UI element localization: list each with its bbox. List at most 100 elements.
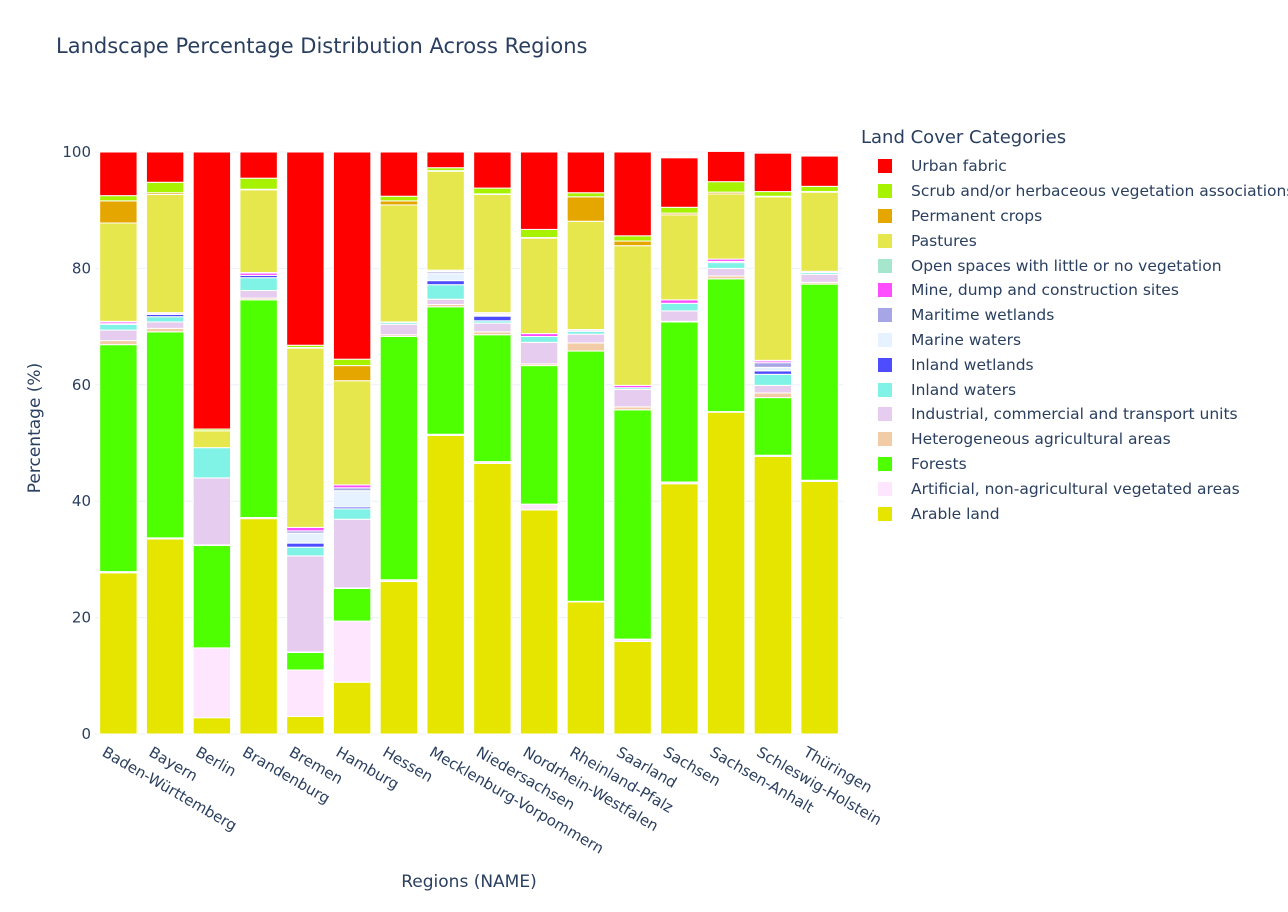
- bar-urban-fabric-bayern[interactable]: Bayern – Urban fabric: 5.2%: [145, 151, 185, 183]
- bar-scrub-and-or-herbaceous-vegetation-associations-baden-w-rttemberg[interactable]: Baden-Württemberg – Scrub and/or herbace…: [99, 195, 138, 202]
- bar-pastures-brandenburg[interactable]: Brandenburg – Pastures: 14.2%: [239, 189, 278, 273]
- bar-permanent-crops-hessen[interactable]: Hessen – Permanent crops: 0.7%: [379, 200, 419, 206]
- bar-forests-th-ringen[interactable]: Thüringen – Forests: 33.7%: [800, 283, 839, 481]
- bar-scrub-and-or-herbaceous-vegetation-associations-schleswig-holstein[interactable]: Schleswig-Holstein – Scrub and/or herbac…: [753, 191, 793, 197]
- bar-forests-mecklenburg-vorpommern[interactable]: Mecklenburg-Vorpommern – Forests: 21.9%: [426, 306, 465, 435]
- bar-pastures-rheinland-pfalz[interactable]: Rheinland-Pfalz – Pastures: 18.6%: [566, 220, 606, 331]
- legend-item-urban-fabric[interactable]: Urban fabric: [861, 154, 1288, 179]
- bar-pastures-schleswig-holstein[interactable]: Schleswig-Holstein – Pastures: 28.1%: [753, 196, 793, 361]
- bar-mine-dump-and-construction-sites-bremen[interactable]: Bremen – Mine, dump and construction sit…: [286, 526, 325, 532]
- bar-industrial-commercial-and-transport-units-baden-w-rttemberg[interactable]: Baden-Württemberg – Industrial, commerci…: [99, 329, 138, 342]
- bar-marine-waters-hamburg[interactable]: Hamburg – Marine waters: 2.8%: [332, 490, 372, 508]
- bar-mine-dump-and-construction-sites-sachsen[interactable]: Sachsen – Mine, dump and construction si…: [660, 299, 699, 304]
- bar-urban-fabric-mecklenburg-vorpommern[interactable]: Mecklenburg-Vorpommern – Urban fabric: 2…: [426, 151, 465, 169]
- bar-urban-fabric-hessen[interactable]: Hessen – Urban fabric: 7.6%: [379, 151, 419, 197]
- bar-industrial-commercial-and-transport-units-saarland[interactable]: Saarland – Industrial, commercial and tr…: [613, 388, 652, 408]
- bar-scrub-and-or-herbaceous-vegetation-associations-hamburg[interactable]: Hamburg – Scrub and/or herbaceous vegeta…: [332, 358, 372, 367]
- bar-arable-land-mecklenburg-vorpommern[interactable]: Mecklenburg-Vorpommern – Arable land: 51…: [426, 434, 465, 735]
- bar-arable-land-nordrhein-westfalen[interactable]: Nordrhein-Westfalen – Arable land: 38.5%: [519, 509, 559, 735]
- bar-pastures-mecklenburg-vorpommern[interactable]: Mecklenburg-Vorpommern – Pastures: 17%: [426, 170, 465, 271]
- bar-inland-waters-berlin[interactable]: Berlin – Inland waters: 5.2%: [192, 447, 232, 479]
- legend-item-arable-land[interactable]: Arable land: [861, 501, 1288, 526]
- bar-pastures-bayern[interactable]: Bayern – Pastures: 20.3%: [145, 193, 185, 314]
- bar-industrial-commercial-and-transport-units-bayern[interactable]: Bayern – Industrial, commercial and tran…: [145, 321, 185, 329]
- legend-item-forests[interactable]: Forests: [861, 452, 1288, 477]
- bar-inland-waters-brandenburg[interactable]: Brandenburg – Inland waters: 2.2%: [239, 277, 278, 292]
- bar-marine-waters-bremen[interactable]: Bremen – Marine waters: 1.7%: [286, 532, 325, 544]
- bar-urban-fabric-rheinland-pfalz[interactable]: Rheinland-Pfalz – Urban fabric: 7%: [566, 151, 606, 194]
- bar-industrial-commercial-and-transport-units-hamburg[interactable]: Hamburg – Industrial, commercial and tra…: [332, 518, 372, 589]
- bar-urban-fabric-schleswig-holstein[interactable]: Schleswig-Holstein – Urban fabric: 6.6%: [753, 152, 793, 193]
- bar-inland-wetlands-mecklenburg-vorpommern[interactable]: Mecklenburg-Vorpommern – Inland wetlands…: [426, 280, 465, 286]
- bar-scrub-and-or-herbaceous-vegetation-associations-th-ringen[interactable]: Thüringen – Scrub and/or herbaceous vege…: [800, 185, 839, 193]
- bar-artificial-non-agricultural-vegetated-areas-hamburg[interactable]: Hamburg – Artificial, non-agricultural v…: [332, 620, 372, 683]
- bar-urban-fabric-berlin[interactable]: Berlin – Urban fabric: 47.6%: [192, 151, 232, 430]
- bar-industrial-commercial-and-transport-units-berlin[interactable]: Berlin – Industrial, commercial and tran…: [192, 477, 232, 546]
- bar-forests-hessen[interactable]: Hessen – Forests: 41.8%: [379, 335, 419, 581]
- bar-urban-fabric-nordrhein-westfalen[interactable]: Nordrhein-Westfalen – Urban fabric: 13.3…: [519, 151, 559, 230]
- bar-arable-land-hessen[interactable]: Hessen – Arable land: 26.2%: [379, 581, 419, 735]
- bar-urban-fabric-niedersachsen[interactable]: Niedersachsen – Urban fabric: 6.2%: [473, 151, 512, 189]
- bar-scrub-and-or-herbaceous-vegetation-associations-sachsen-anhalt[interactable]: Sachsen-Anhalt – Scrub and/or herbaceous…: [706, 181, 746, 193]
- bar-forests-brandenburg[interactable]: Brandenburg – Forests: 37.4%: [239, 299, 278, 518]
- bar-arable-land-berlin[interactable]: Berlin – Arable land: 2.8%: [192, 717, 232, 735]
- bar-permanent-crops-rheinland-pfalz[interactable]: Rheinland-Pfalz – Permanent crops: 4.2%: [566, 196, 606, 222]
- bar-pastures-hamburg[interactable]: Hamburg – Pastures: 17.9%: [332, 380, 372, 486]
- bar-inland-wetlands-bremen[interactable]: Bremen – Inland wetlands: 0.7%: [286, 542, 325, 548]
- legend-item-mine-dump-and-construction-sites[interactable]: Mine, dump and construction sites: [861, 278, 1288, 303]
- bar-heterogeneous-agricultural-areas-schleswig-holstein[interactable]: Schleswig-Holstein – Heterogeneous agric…: [753, 392, 793, 399]
- legend-item-scrub-and-or-herbaceous-vegetation-associations[interactable]: Scrub and/or herbaceous vegetation assoc…: [861, 179, 1288, 204]
- bar-industrial-commercial-and-transport-units-sachsen-anhalt[interactable]: Sachsen-Anhalt – Industrial, commercial …: [706, 267, 746, 277]
- bar-inland-waters-hamburg[interactable]: Hamburg – Inland waters: 1.8%: [332, 508, 372, 520]
- bar-arable-land-schleswig-holstein[interactable]: Schleswig-Holstein – Arable land: 47.7%: [753, 455, 793, 735]
- bar-pastures-bremen[interactable]: Bremen – Pastures: 30.8%: [286, 347, 325, 528]
- bar-heterogeneous-agricultural-areas-bayern[interactable]: Bayern – Heterogeneous agricultural area…: [145, 327, 185, 333]
- bar-arable-land-sachsen-anhalt[interactable]: Sachsen-Anhalt – Arable land: 55.3%: [706, 411, 746, 735]
- bar-forests-berlin[interactable]: Berlin – Forests: 17.6%: [192, 544, 232, 649]
- bar-urban-fabric-saarland[interactable]: Saarland – Urban fabric: 14.4%: [613, 151, 652, 237]
- bar-pastures-niedersachsen[interactable]: Niedersachsen – Pastures: 20.3%: [473, 193, 512, 314]
- bar-inland-waters-bayern[interactable]: Bayern – Inland waters: 0.9%: [145, 316, 185, 323]
- bar-inland-waters-sachsen[interactable]: Sachsen – Inland waters: 1.3%: [660, 302, 699, 312]
- bar-heterogeneous-agricultural-areas-rheinland-pfalz[interactable]: Rheinland-Pfalz – Heterogeneous agricult…: [566, 342, 606, 352]
- bar-pastures-sachsen-anhalt[interactable]: Sachsen-Anhalt – Pastures: 11.2%: [706, 193, 746, 260]
- bar-pastures-th-ringen[interactable]: Thüringen – Pastures: 13.6%: [800, 191, 839, 272]
- bar-urban-fabric-bremen[interactable]: Bremen – Urban fabric: 33.2%: [286, 151, 325, 346]
- bar-industrial-commercial-and-transport-units-rheinland-pfalz[interactable]: Rheinland-Pfalz – Industrial, commercial…: [566, 333, 606, 344]
- bar-industrial-commercial-and-transport-units-th-ringen[interactable]: Thüringen – Industrial, commercial and t…: [800, 273, 839, 283]
- legend-item-artificial-non-agricultural-vegetated-areas[interactable]: Artificial, non-agricultural vegetated a…: [861, 476, 1288, 501]
- bar-urban-fabric-hamburg[interactable]: Hamburg – Urban fabric: 35.6%: [332, 151, 372, 360]
- bar-industrial-commercial-and-transport-units-schleswig-holstein[interactable]: Schleswig-Holstein – Industrial, commerc…: [753, 384, 793, 394]
- legend-item-permanent-crops[interactable]: Permanent crops: [861, 204, 1288, 229]
- bar-industrial-commercial-and-transport-units-bremen[interactable]: Bremen – Industrial, commercial and tran…: [286, 555, 325, 653]
- bar-forests-bayern[interactable]: Bayern – Forests: 35.4%: [145, 331, 185, 539]
- bar-inland-waters-sachsen-anhalt[interactable]: Sachsen-Anhalt – Inland waters: 1%: [706, 262, 746, 269]
- bar-pastures-berlin[interactable]: Berlin – Pastures: 2.9%: [192, 430, 232, 449]
- bar-pastures-sachsen[interactable]: Sachsen – Pastures: 14.6%: [660, 214, 699, 301]
- bar-industrial-commercial-and-transport-units-niedersachsen[interactable]: Niedersachsen – Industrial, commercial a…: [473, 322, 512, 333]
- bar-urban-fabric-th-ringen[interactable]: Thüringen – Urban fabric: 5.2%: [800, 155, 839, 187]
- bar-arable-land-niedersachsen[interactable]: Niedersachsen – Arable land: 46.5%: [473, 462, 512, 735]
- bar-forests-sachsen[interactable]: Sachsen – Forests: 27.5%: [660, 321, 699, 483]
- bar-arable-land-bayern[interactable]: Bayern – Arable land: 33.5%: [145, 538, 185, 735]
- bar-pastures-nordrhein-westfalen[interactable]: Nordrhein-Westfalen – Pastures: 16.4%: [519, 237, 559, 335]
- bar-artificial-non-agricultural-vegetated-areas-berlin[interactable]: Berlin – Artificial, non-agricultural ve…: [192, 647, 232, 719]
- bar-industrial-commercial-and-transport-units-mecklenburg-vorpommern[interactable]: Mecklenburg-Vorpommern – Industrial, com…: [426, 298, 465, 305]
- bar-scrub-and-or-herbaceous-vegetation-associations-nordrhein-westfalen[interactable]: Nordrhein-Westfalen – Scrub and/or herba…: [519, 228, 559, 239]
- bar-permanent-crops-baden-w-rttemberg[interactable]: Baden-Württemberg – Permanent crops: 3.8…: [99, 200, 138, 224]
- bar-marine-waters-schleswig-holstein[interactable]: Schleswig-Holstein – Marine waters: 0.6%: [753, 366, 793, 372]
- bar-pastures-saarland[interactable]: Saarland – Pastures: 24%: [613, 245, 652, 386]
- bar-artificial-non-agricultural-vegetated-areas-bremen[interactable]: Bremen – Artificial, non-agricultural ve…: [286, 669, 325, 718]
- bar-scrub-and-or-herbaceous-vegetation-associations-saarland[interactable]: Saarland – Scrub and/or herbaceous veget…: [613, 235, 652, 242]
- legend-item-industrial-commercial-and-transport-units[interactable]: Industrial, commercial and transport uni…: [861, 402, 1288, 427]
- bar-forests-rheinland-pfalz[interactable]: Rheinland-Pfalz – Forests: 43%: [566, 350, 606, 602]
- bar-urban-fabric-baden-w-rttemberg[interactable]: Baden-Württemberg – Urban fabric: 7.5%: [99, 151, 138, 197]
- bar-arable-land-saarland[interactable]: Saarland – Arable land: 15.9%: [613, 640, 652, 735]
- bar-permanent-crops-saarland[interactable]: Saarland – Permanent crops: 0.8%: [613, 240, 652, 247]
- bar-permanent-crops-hamburg[interactable]: Hamburg – Permanent crops: 2.6%: [332, 365, 372, 382]
- bar-inland-waters-mecklenburg-vorpommern[interactable]: Mecklenburg-Vorpommern – Inland waters: …: [426, 284, 465, 300]
- bar-forests-niedersachsen[interactable]: Niedersachsen – Forests: 21.8%: [473, 334, 512, 463]
- bar-inland-waters-baden-w-rttemberg[interactable]: Baden-Württemberg – Inland waters: 1%: [99, 323, 138, 331]
- bar-heterogeneous-agricultural-areas-baden-w-rttemberg[interactable]: Baden-Württemberg – Heterogeneous agricu…: [99, 340, 138, 346]
- legend-item-open-spaces-with-little-or-no-vegetation[interactable]: Open spaces with little or no vegetation: [861, 253, 1288, 278]
